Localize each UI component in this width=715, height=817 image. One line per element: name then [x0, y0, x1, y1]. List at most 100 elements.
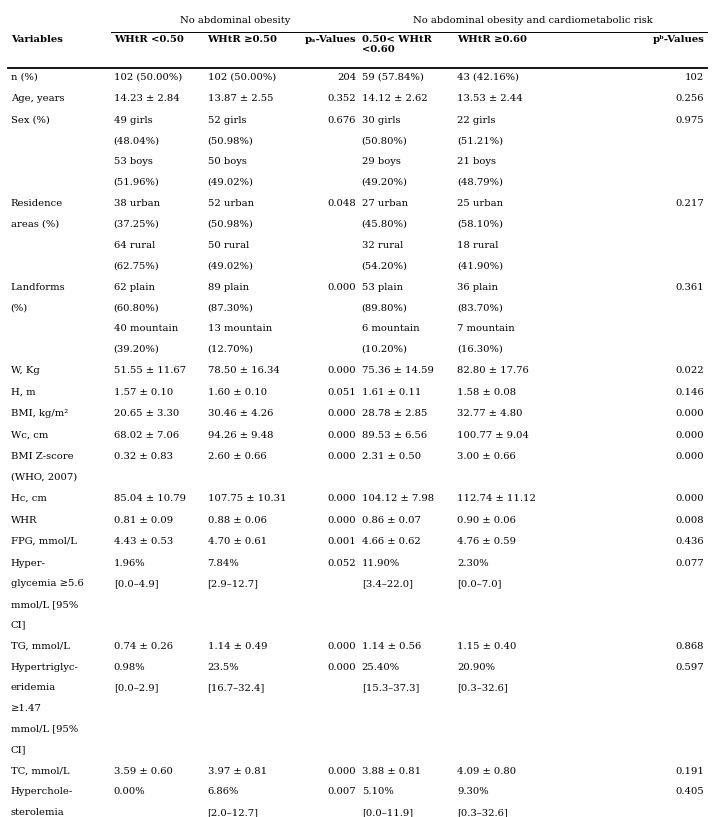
Text: BMI, kg/m²: BMI, kg/m² — [11, 409, 68, 418]
Text: 30.46 ± 4.26: 30.46 ± 4.26 — [207, 409, 273, 418]
Text: (87.30%): (87.30%) — [207, 303, 253, 312]
Text: 0.001: 0.001 — [327, 537, 356, 546]
Text: W, Kg: W, Kg — [11, 366, 39, 375]
Text: 52 urban: 52 urban — [207, 199, 254, 208]
Text: (50.80%): (50.80%) — [362, 136, 408, 145]
Text: 0.000: 0.000 — [327, 663, 356, 672]
Text: 102 (50.00%): 102 (50.00%) — [207, 73, 276, 82]
Text: mmol/L [95%: mmol/L [95% — [11, 600, 78, 609]
Text: Age, years: Age, years — [11, 95, 64, 104]
Text: 9.30%: 9.30% — [457, 788, 488, 797]
Text: 0.868: 0.868 — [676, 642, 704, 651]
Text: 14.23 ± 2.84: 14.23 ± 2.84 — [114, 95, 179, 104]
Text: (39.20%): (39.20%) — [114, 345, 159, 354]
Text: 6 mountain: 6 mountain — [362, 324, 419, 333]
Text: [0.0–4.9]: [0.0–4.9] — [114, 579, 158, 588]
Text: 4.70 ± 0.61: 4.70 ± 0.61 — [207, 537, 267, 546]
Text: eridemia: eridemia — [11, 683, 56, 692]
Text: (10.20%): (10.20%) — [362, 345, 408, 354]
Text: 51.55 ± 11.67: 51.55 ± 11.67 — [114, 366, 186, 375]
Text: 75.36 ± 14.59: 75.36 ± 14.59 — [362, 366, 433, 375]
Text: 82.80 ± 17.76: 82.80 ± 17.76 — [457, 366, 529, 375]
Text: [2.9–12.7]: [2.9–12.7] — [207, 579, 259, 588]
Text: No abdominal obesity: No abdominal obesity — [179, 16, 290, 25]
Text: Wc, cm: Wc, cm — [11, 431, 48, 440]
Text: (60.80%): (60.80%) — [114, 303, 159, 312]
Text: 0.000: 0.000 — [327, 366, 356, 375]
Text: n (%): n (%) — [11, 73, 37, 82]
Text: CI]: CI] — [11, 621, 26, 630]
Text: (50.98%): (50.98%) — [207, 136, 253, 145]
Text: 102 (50.00%): 102 (50.00%) — [114, 73, 182, 82]
Text: 0.191: 0.191 — [676, 766, 704, 775]
Text: 0.00%: 0.00% — [114, 788, 145, 797]
Text: 13.53 ± 2.44: 13.53 ± 2.44 — [457, 95, 523, 104]
Text: 32.77 ± 4.80: 32.77 ± 4.80 — [457, 409, 523, 418]
Text: (89.80%): (89.80%) — [362, 303, 408, 312]
Text: 0.50< WHtR
<0.60: 0.50< WHtR <0.60 — [362, 34, 432, 54]
Text: TG, mmol/L: TG, mmol/L — [11, 642, 69, 651]
Text: 0.000: 0.000 — [327, 494, 356, 503]
Text: WHtR <0.50: WHtR <0.50 — [114, 34, 184, 43]
Text: 4.76 ± 0.59: 4.76 ± 0.59 — [457, 537, 516, 546]
Text: Landforms: Landforms — [11, 283, 65, 292]
Text: mmol/L [95%: mmol/L [95% — [11, 725, 78, 734]
Text: 89 plain: 89 plain — [207, 283, 249, 292]
Text: 68.02 ± 7.06: 68.02 ± 7.06 — [114, 431, 179, 440]
Text: (48.04%): (48.04%) — [114, 136, 159, 145]
Text: 25.40%: 25.40% — [362, 663, 400, 672]
Text: 0.000: 0.000 — [327, 283, 356, 292]
Text: pᵇ-Values: pᵇ-Values — [653, 34, 704, 43]
Text: Variables: Variables — [11, 34, 62, 43]
Text: [3.4–22.0]: [3.4–22.0] — [362, 579, 413, 588]
Text: (58.10%): (58.10%) — [457, 220, 503, 229]
Text: 40 mountain: 40 mountain — [114, 324, 178, 333]
Text: 0.000: 0.000 — [327, 409, 356, 418]
Text: 0.000: 0.000 — [676, 409, 704, 418]
Text: 102: 102 — [685, 73, 704, 82]
Text: WHR: WHR — [11, 516, 37, 525]
Text: 11.90%: 11.90% — [362, 559, 400, 568]
Text: 49 girls: 49 girls — [114, 116, 152, 125]
Text: 4.43 ± 0.53: 4.43 ± 0.53 — [114, 537, 173, 546]
Text: TC, mmol/L: TC, mmol/L — [11, 766, 69, 775]
Text: 0.975: 0.975 — [676, 116, 704, 125]
Text: 3.97 ± 0.81: 3.97 ± 0.81 — [207, 766, 267, 775]
Text: (54.20%): (54.20%) — [362, 261, 408, 270]
Text: 13 mountain: 13 mountain — [207, 324, 272, 333]
Text: Hyperchole-: Hyperchole- — [11, 788, 73, 797]
Text: (62.75%): (62.75%) — [114, 261, 159, 270]
Text: 27 urban: 27 urban — [362, 199, 408, 208]
Text: 0.90 ± 0.06: 0.90 ± 0.06 — [457, 516, 516, 525]
Text: 0.000: 0.000 — [327, 516, 356, 525]
Text: Hc, cm: Hc, cm — [11, 494, 46, 503]
Text: (45.80%): (45.80%) — [362, 220, 408, 229]
Text: 0.256: 0.256 — [676, 95, 704, 104]
Text: [0.3–32.6]: [0.3–32.6] — [457, 808, 508, 817]
Text: BMI Z-score: BMI Z-score — [11, 452, 73, 461]
Text: (49.02%): (49.02%) — [207, 261, 254, 270]
Text: 1.60 ± 0.10: 1.60 ± 0.10 — [207, 388, 267, 397]
Text: 3.59 ± 0.60: 3.59 ± 0.60 — [114, 766, 172, 775]
Text: (WHO, 2007): (WHO, 2007) — [11, 473, 77, 482]
Text: 64 rural: 64 rural — [114, 241, 155, 250]
Text: 0.000: 0.000 — [327, 642, 356, 651]
Text: 2.60 ± 0.66: 2.60 ± 0.66 — [207, 452, 266, 461]
Text: areas (%): areas (%) — [11, 220, 59, 229]
Text: 0.000: 0.000 — [676, 494, 704, 503]
Text: 0.007: 0.007 — [327, 788, 356, 797]
Text: 7.84%: 7.84% — [207, 559, 240, 568]
Text: 1.96%: 1.96% — [114, 559, 145, 568]
Text: (51.21%): (51.21%) — [457, 136, 503, 145]
Text: 3.88 ± 0.81: 3.88 ± 0.81 — [362, 766, 421, 775]
Text: 1.15 ± 0.40: 1.15 ± 0.40 — [457, 642, 516, 651]
Text: [0.3–32.6]: [0.3–32.6] — [457, 683, 508, 692]
Text: 53 plain: 53 plain — [362, 283, 403, 292]
Text: Residence: Residence — [11, 199, 63, 208]
Text: 107.75 ± 10.31: 107.75 ± 10.31 — [207, 494, 286, 503]
Text: 78.50 ± 16.34: 78.50 ± 16.34 — [207, 366, 280, 375]
Text: 0.217: 0.217 — [676, 199, 704, 208]
Text: 50 boys: 50 boys — [207, 157, 247, 166]
Text: (50.98%): (50.98%) — [207, 220, 253, 229]
Text: CI]: CI] — [11, 745, 26, 754]
